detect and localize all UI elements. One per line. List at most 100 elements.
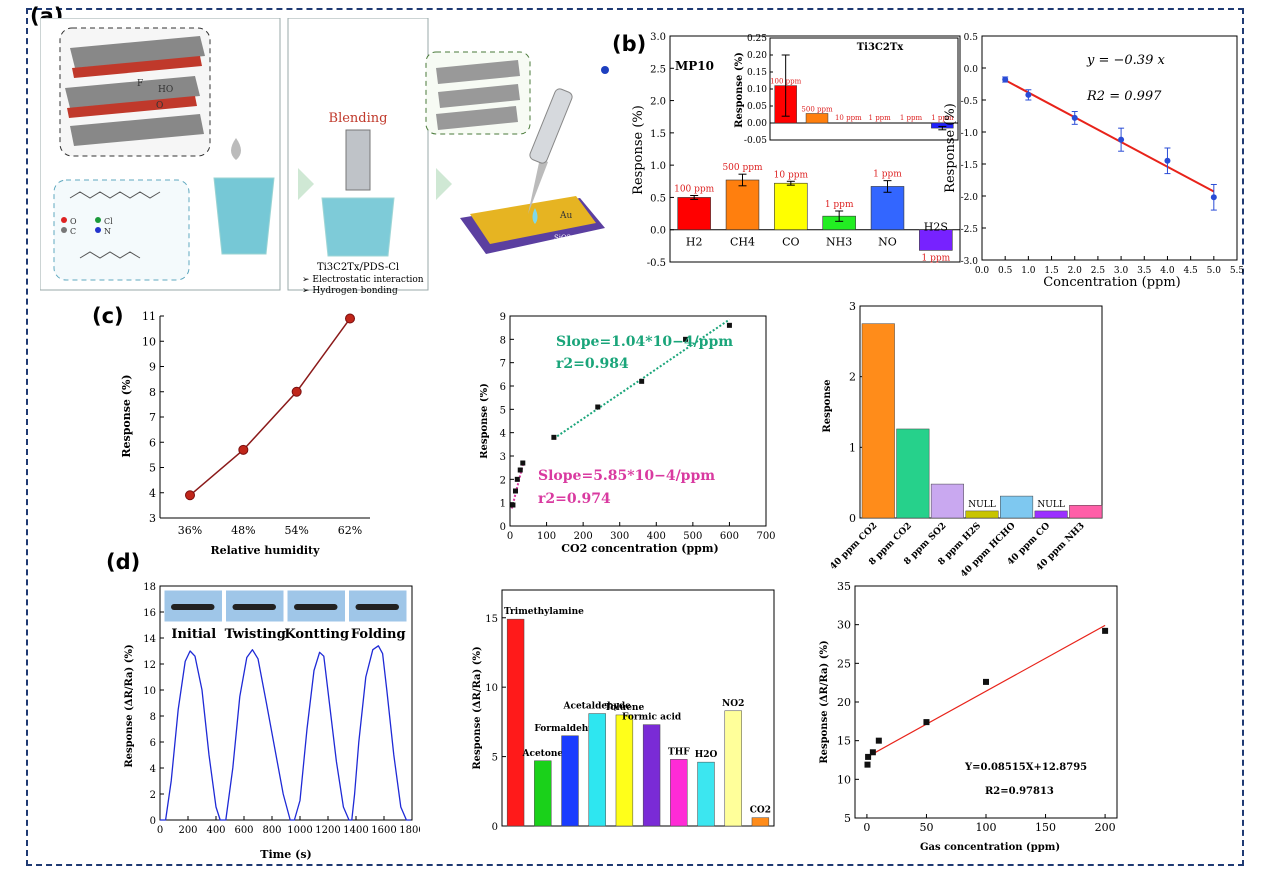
tick-labels: 0 1 2 3 4 5 6 7 8 9 0 100 200 300 400 500 600 700 <box>500 312 776 542</box>
inset-y-tick-label: 0.25 <box>747 34 767 44</box>
x-tick-label: 1800 <box>399 825 420 836</box>
au-label: Au <box>559 211 572 221</box>
inset-chart: -0.05 0.00 0.05 0.10 0.15 0.20 0.25 Ti3C2Tx Resp… <box>734 34 959 146</box>
inset-y-tick-label: -0.05 <box>744 136 767 146</box>
bar <box>724 710 742 827</box>
bar <box>1069 505 1103 519</box>
state-label: Folding <box>351 627 406 642</box>
y-tick-label: 4 <box>149 487 156 500</box>
droplet-icon <box>231 138 241 160</box>
y-tick-label: 3 <box>500 452 506 463</box>
y-tick-label: 10 <box>485 683 498 694</box>
chart-b1-gas-response: -0.5 0.0 0.5 1.0 1.5 2.0 2.5 3.0 100 ppm H2 500 p… <box>631 32 961 269</box>
axes-frame <box>501 589 775 827</box>
polymer-zoom-box <box>53 179 190 281</box>
atom-label-cl: Cl <box>104 217 113 226</box>
y-tick-label: 2.0 <box>650 97 666 108</box>
y-tick-label: -0.5 <box>647 258 666 269</box>
chart-c2-co2: 0 1 2 3 4 5 6 7 8 9 0 100 200 300 400 500 600 700 Slope=1… <box>480 312 776 555</box>
data-point <box>1164 157 1171 164</box>
tick-labels: -3.0 -2.5 -2.0 -1.5 -1.0 -0.5 0.0 0.5 0.0 0.5 1.0 1… <box>961 33 1245 276</box>
x-tick-label: 4.5 <box>1183 266 1198 276</box>
data-point <box>983 678 989 685</box>
y-tick-label: 2 <box>500 475 506 486</box>
y-tick-label: 3 <box>849 300 856 313</box>
data-point <box>683 336 689 342</box>
plot-area <box>510 318 732 509</box>
y-tick-label: -2.5 <box>961 225 979 235</box>
y-tick-label: 0 <box>150 816 156 827</box>
data-point <box>923 719 930 726</box>
tick-labels: 3 4 5 6 7 8 9 10 11 36% 48% 54% 62% <box>142 310 362 537</box>
figure-frame <box>26 8 1244 866</box>
y-tick-label: 10 <box>143 686 156 697</box>
data-point <box>551 434 557 440</box>
category-label: NO2 <box>722 699 744 709</box>
x-tick-label: 800 <box>262 825 281 836</box>
series-line <box>160 645 411 821</box>
x-tick-label: 700 <box>756 531 775 542</box>
data-point <box>345 313 355 324</box>
panel-label-d: (d) <box>106 550 141 574</box>
x-tick-label: 400 <box>206 825 225 836</box>
mixer-icon <box>345 129 371 191</box>
chart-c1-humidity: 3 4 5 6 7 8 9 10 11 36% 48% 54% 62% Relative humidit… <box>120 310 370 557</box>
fit-r2: R2 = 0.997 <box>1086 89 1162 104</box>
inset-bar-label: 10 ppm <box>835 114 862 122</box>
category-label: H2S <box>924 220 948 233</box>
y-tick-label: 3 <box>149 512 156 525</box>
x-tick-label: 500 <box>683 531 702 542</box>
y-tick-label: 0 <box>849 512 856 525</box>
film-icon <box>355 604 399 610</box>
y-axis-label: Response (ΔR/Ra) (%) <box>819 640 830 763</box>
y-tick-label: 0 <box>492 822 498 833</box>
atom-label-n: N <box>104 227 111 236</box>
x-axis-label: Concentration (ppm) <box>1043 275 1181 290</box>
fit-equation: Y=0.08515X+12.8795 <box>964 762 1087 773</box>
data-point <box>869 749 876 756</box>
data-point <box>185 490 195 501</box>
inset-title: Ti3C2Tx <box>857 42 905 53</box>
inset-y-axis-label: Response (%) <box>734 52 745 128</box>
y-tick-label: 1.5 <box>650 129 666 140</box>
plot-area <box>1002 76 1217 211</box>
x-tick-label: 48% <box>231 524 255 537</box>
y-tick-label: 15 <box>837 735 851 748</box>
atom-label-f: F <box>137 79 143 89</box>
fit-line <box>1004 79 1215 193</box>
axes-frame <box>981 35 1238 261</box>
axes-frame <box>854 585 1118 819</box>
composite-label: Ti3C2Tx/PDS-Cl <box>317 262 399 273</box>
y-tick-label: 25 <box>837 657 851 670</box>
x-tick-label: 200 <box>1095 821 1116 834</box>
bar <box>774 182 808 231</box>
bar <box>870 186 905 231</box>
x-tick-label: 1000 <box>287 825 312 836</box>
category-label: NO <box>878 236 897 249</box>
bar <box>965 510 999 519</box>
category-label: CO2 <box>750 806 771 816</box>
y-tick-label: 8 <box>149 386 156 399</box>
x-tick-label: 400 <box>647 531 666 542</box>
y-tick-label: 5 <box>149 462 156 475</box>
x-axis-label: CO2 concentration (ppm) <box>561 542 718 555</box>
inset-frame <box>769 37 959 141</box>
axes <box>159 316 370 519</box>
axes-frame <box>509 315 767 527</box>
inset-bar-label: 1 ppm <box>869 114 892 122</box>
x-tick-label: 3.5 <box>1137 266 1152 276</box>
x-tick-label: 0.0 <box>975 266 990 276</box>
y-axis-label: Response (%) <box>480 383 490 459</box>
y-tick-label: 8 <box>150 712 156 723</box>
silicon-label: Silicon <box>548 244 573 252</box>
y-tick-label: 2 <box>849 371 856 384</box>
x-tick-label: 3.0 <box>1114 266 1129 276</box>
category-label: Toluene <box>605 703 645 713</box>
inset-bar <box>805 113 829 124</box>
bar-annotation: NULL <box>1037 500 1064 510</box>
y-tick-label: 0.5 <box>964 33 979 43</box>
pipette-tip-icon <box>528 158 548 214</box>
inset-y-tick-label: 0.05 <box>747 102 767 112</box>
inset-bar-label: 1 ppm <box>931 114 954 122</box>
y-tick-label: 9 <box>500 312 506 323</box>
